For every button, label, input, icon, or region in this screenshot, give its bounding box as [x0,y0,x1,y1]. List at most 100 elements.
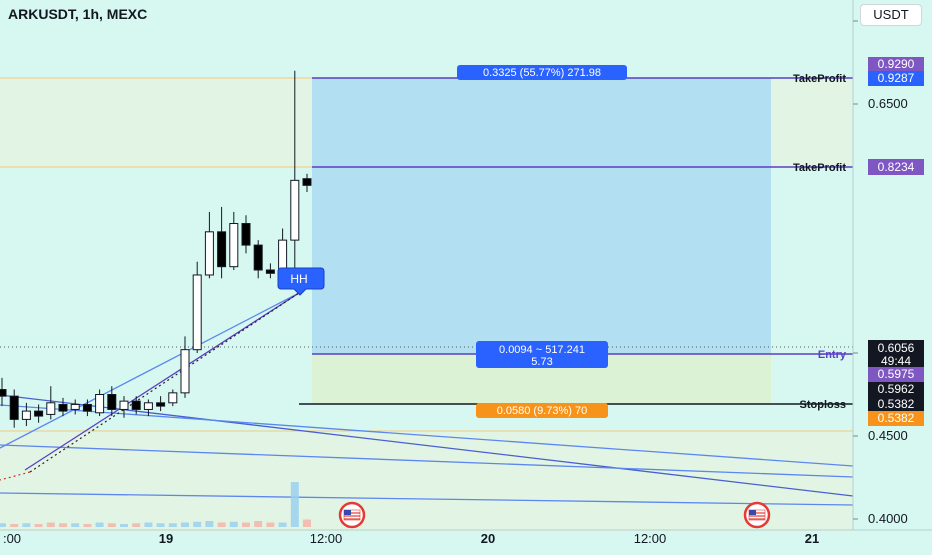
candle-up[interactable] [180,349,190,394]
volume-bar [0,523,6,527]
candle-up[interactable] [168,392,178,404]
candle-down[interactable] [217,231,227,268]
time-tick-label: 12:00 [310,531,343,546]
loss-info-text: 0.0580 (9.73%) 70 [497,405,588,417]
us-flag-icon[interactable] [338,501,366,529]
center-info-box[interactable]: 0.0094 ~ 517.241 5.73 [476,341,608,368]
trend-line[interactable] [0,444,854,478]
candle-down[interactable] [241,223,251,246]
candle-up[interactable] [192,274,202,351]
candle-up[interactable] [143,402,153,410]
hh-annotation[interactable]: HH [277,267,325,296]
time-tick-label: 12:00 [634,531,667,546]
lower-band [0,432,853,532]
candle-down[interactable] [156,402,166,407]
candle-up[interactable] [290,179,300,241]
price-label-tp2: 0.8234 [868,159,924,175]
volume-bar [290,482,299,527]
price-tick-label: 0.4500 [868,428,908,443]
candle-up[interactable] [95,394,105,414]
volume-bar [34,524,43,527]
trend-line[interactable] [24,292,300,471]
dotted-trend-line[interactable] [0,471,31,481]
candle-down[interactable] [0,389,7,397]
volume-bar [266,522,275,527]
dotted-trend-line[interactable] [29,292,300,473]
volume-bar [193,521,202,527]
candle-up[interactable] [204,231,214,276]
volume-bar [205,521,214,527]
take-profit-label-2: TakeProfit [793,162,846,174]
candle-down[interactable] [253,244,263,271]
candle-up[interactable] [119,400,129,410]
symbol-title: ARKUSDT, 1h, MEXC [8,6,148,22]
price-label-stop-orange: 0.5382 [868,411,924,426]
volume-bars [0,482,311,527]
profit-info-box[interactable]: 0.3325 (55.77%) 271.98 [457,65,627,80]
volume-bar [71,523,80,527]
candle-down[interactable] [58,403,68,412]
volume-bar [156,523,165,527]
volume-bar [242,522,250,527]
trend-line[interactable] [0,394,854,497]
candle-down[interactable] [9,395,19,420]
candle-up[interactable] [21,410,31,420]
price-label-tp1-top: 0.9290 [868,57,924,71]
candle-down[interactable] [131,400,141,410]
svg-text:0.5962: 0.5962 [878,382,915,396]
candle-down[interactable] [302,178,312,186]
candle-up[interactable] [46,402,56,415]
us-flag-icon[interactable] [743,501,771,529]
svg-text:0.5382: 0.5382 [878,397,915,411]
candle-down[interactable] [82,403,92,412]
volume-bar [132,523,141,527]
volume-bar [254,521,263,527]
price-label-tp1-bottom: 0.9287 [868,71,924,86]
volume-bar [95,522,104,527]
trend-line[interactable] [0,404,854,467]
volume-bar [217,522,226,527]
volume-bar [59,523,67,527]
svg-text:0.5975: 0.5975 [878,367,915,381]
volume-bar [229,521,238,527]
price-tick-label: 0.6500 [868,96,908,111]
profit-zone[interactable] [312,78,771,354]
price-label-last: 0.5962 [868,382,924,397]
price-label-current: 0.6056 49:44 [868,340,924,368]
hh-label: HH [290,272,307,286]
price-label-entry: 0.5975 [868,367,924,382]
svg-text:0.8234: 0.8234 [878,160,915,174]
volume-bar [144,522,153,527]
trend-line[interactable] [0,492,854,506]
volume-bar [303,519,311,527]
center-info-line1: 0.0094 ~ 517.241 [499,344,585,356]
volume-bar [278,522,287,527]
price-label-stop-black: 0.5382 [868,397,924,411]
volume-bar [83,524,92,527]
volume-bar [10,524,19,527]
time-tick-label: :00 [3,531,21,546]
candle-up[interactable] [70,403,80,410]
time-tick-label: 20 [481,531,495,546]
loss-info-box[interactable]: 0.0580 (9.73%) 70 [476,403,608,418]
svg-text:0.6056: 0.6056 [878,341,915,355]
candle-down[interactable] [34,410,44,417]
svg-text:0.5382: 0.5382 [878,411,915,425]
entry-label: Entry [818,349,847,361]
candle-down[interactable] [265,269,275,274]
trend-line[interactable] [0,292,300,449]
candle-up[interactable] [229,223,239,268]
volume-bar [22,523,31,527]
candles[interactable] [0,70,312,428]
time-axis[interactable]: :00 19 12:00 20 12:00 21 [3,531,819,546]
center-info-line2: 5.73 [531,356,552,368]
currency-button[interactable]: USDT [860,4,922,26]
candle-down[interactable] [107,394,117,410]
volume-bar [181,522,189,527]
volume-bar [107,523,116,527]
stop-label: Stoploss [800,399,846,411]
countdown-label: 49:44 [881,354,911,368]
time-tick-label: 19 [159,531,173,546]
